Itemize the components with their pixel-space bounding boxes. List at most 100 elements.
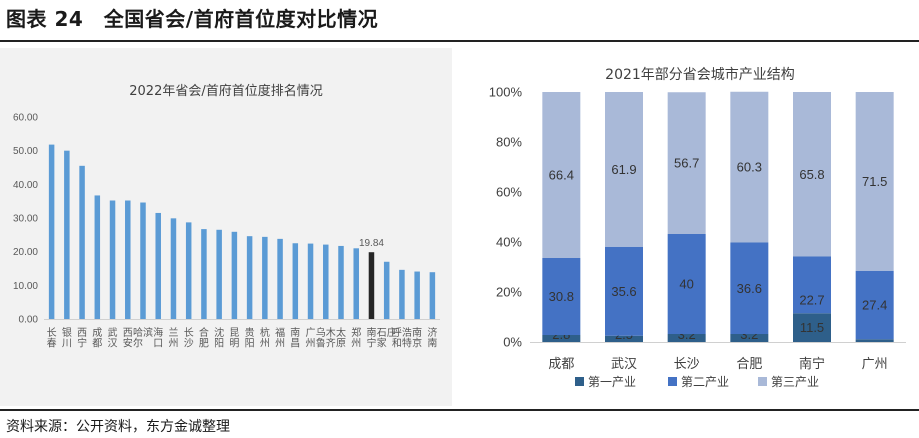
data-label: 30.8	[549, 289, 574, 304]
left-category-label-char: 原	[336, 338, 346, 350]
right-y-tick-label: 60%	[496, 185, 522, 200]
right-y-tick-label: 80%	[496, 135, 522, 150]
right-y-tick-label: 20%	[496, 285, 522, 300]
left-bar	[353, 248, 359, 319]
left-bar	[383, 261, 390, 319]
left-category-label-char: 太	[336, 326, 346, 339]
left-category-label-char: 鲁	[316, 337, 326, 350]
left-category-label-char: 春	[47, 338, 57, 350]
left-category-label-char: 长	[184, 327, 194, 339]
left-category-label-char: 南	[290, 326, 300, 339]
left-bar	[262, 236, 268, 319]
right-chart-title: 2021年部分省会城市产业结构	[605, 66, 795, 83]
left-bar	[338, 245, 344, 319]
left-category-label-char: 济	[427, 326, 437, 339]
left-category-label-char: 呼	[392, 327, 402, 339]
legend-swatch	[668, 377, 677, 386]
legend-label: 第三产业	[771, 375, 819, 389]
left-category-label-char: 南	[412, 326, 422, 339]
left-category-label-char: 齐	[326, 337, 336, 350]
left-category-label-char: 沙	[184, 338, 194, 350]
left-bar	[292, 243, 299, 319]
left-bar	[246, 236, 253, 319]
right-y-tick-label: 0%	[503, 335, 522, 350]
left-y-tick-label: 20.00	[13, 247, 38, 258]
left-bar	[216, 229, 222, 319]
left-category-label-char: 都	[92, 338, 102, 350]
stack-segment	[730, 242, 769, 334]
left-category-label-char: 西	[123, 328, 133, 339]
data-label: 22.7	[799, 293, 824, 308]
figure-title: 图表 24 全国省会/首府首位度对比情况	[6, 7, 379, 31]
top-rule	[0, 40, 919, 42]
left-chart-panel	[0, 48, 452, 406]
industry-structure-chart: 2021年部分省会城市产业结构0%20%40%60%80%100%2.830.8…	[489, 66, 906, 389]
bottom-rule	[0, 409, 919, 411]
stack-segment	[667, 334, 706, 342]
left-category-label-char: 贵	[245, 326, 255, 339]
left-category-label-char: 川	[62, 339, 72, 350]
right-category-label: 南宁	[799, 356, 825, 372]
data-label: 61.9	[611, 162, 636, 177]
left-category-label-char: 成	[92, 327, 102, 339]
left-category-label-char: 州	[168, 338, 178, 350]
left-bar	[323, 244, 329, 319]
left-category-label-char: 沈	[214, 326, 224, 339]
left-category-label-char: 明	[229, 338, 239, 350]
left-category-label-char: 肥	[199, 338, 209, 350]
left-category-label-char: 合	[199, 326, 209, 339]
left-bar	[155, 212, 161, 319]
left-bar	[48, 144, 55, 319]
left-category-label-char: 南	[366, 326, 376, 339]
left-category-label-char: 长	[47, 327, 57, 339]
left-chart-title: 2022年省会/首府首位度排名情况	[129, 83, 322, 99]
left-bar	[79, 165, 85, 319]
left-category-label-char: 州	[275, 338, 285, 350]
left-category-label-char: 滨	[143, 326, 153, 339]
left-category-label-char: 银	[62, 326, 72, 339]
data-label: 56.7	[674, 156, 699, 171]
data-label: 60.3	[737, 160, 762, 175]
stack-segment	[542, 335, 581, 342]
left-bar	[399, 269, 405, 319]
left-category-label-char: 家	[377, 337, 387, 350]
left-category-label-char: 兰	[168, 326, 178, 339]
stack-segment	[855, 270, 894, 340]
data-label: 65.8	[799, 167, 824, 182]
left-category-label-char: 尔	[133, 337, 143, 350]
left-category-label-char: 木	[326, 327, 336, 339]
left-bar	[414, 271, 420, 319]
source-note: 资料来源：公开资料，东方金诚整理	[6, 419, 230, 435]
left-category-label-char: 福	[275, 326, 285, 339]
stack-segment	[793, 256, 831, 314]
left-category-label-char: 京	[412, 337, 422, 350]
left-bar	[125, 200, 131, 319]
left-category-label-char: 昆	[229, 327, 239, 339]
data-label: 11.5	[800, 320, 824, 335]
data-label: 40	[679, 277, 693, 292]
stack-segment	[855, 92, 894, 271]
legend-label: 第二产业	[681, 375, 729, 389]
left-category-label-char: 安	[123, 337, 133, 350]
left-category-label-char: 汉	[108, 338, 118, 350]
left-category-label-char: 州	[351, 338, 361, 350]
left-category-label-char: 西	[77, 328, 87, 339]
left-category-label-char: 州	[260, 338, 270, 350]
left-y-tick-label: 0.00	[19, 315, 39, 326]
stack-segment	[855, 339, 894, 342]
left-category-label-char: 和	[392, 338, 402, 350]
left-y-tick-label: 30.00	[13, 214, 38, 225]
left-bar	[64, 150, 70, 319]
data-label: 35.6	[611, 284, 636, 299]
stack-segment	[793, 313, 831, 342]
right-category-label: 合肥	[736, 357, 762, 372]
data-label: 27.4	[862, 298, 887, 313]
left-category-label-char: 南	[427, 337, 437, 350]
left-category-label-char: 乌	[316, 326, 326, 339]
left-category-label-char: 阳	[245, 338, 255, 350]
stack-segment	[605, 335, 643, 342]
left-category-label-char: 武	[108, 326, 118, 339]
left-bar	[277, 238, 283, 319]
stack-segment	[605, 246, 643, 336]
legend-label: 第一产业	[588, 375, 636, 389]
